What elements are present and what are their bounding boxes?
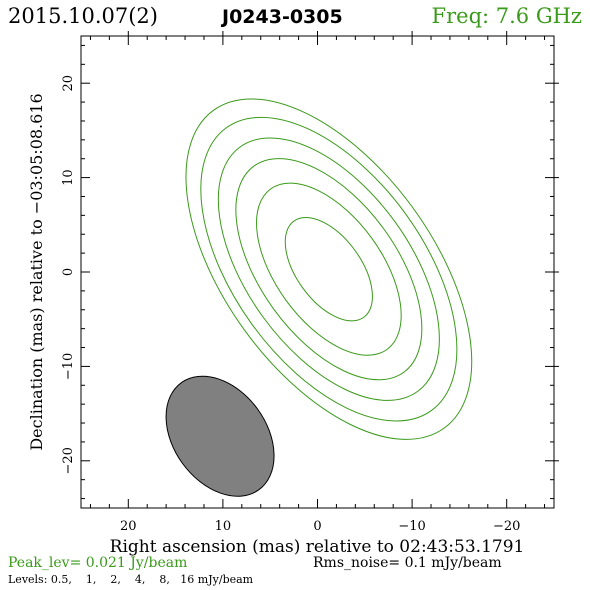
x-axis-label: Right ascension (mas) relative to 02:43:… xyxy=(110,537,525,557)
tick-label-layer: 20 10 0 −10 −20 20 10 0 −10 −20 xyxy=(61,75,520,534)
y-axis-label: Declination (mas) relative to −03:05:08.… xyxy=(27,93,46,450)
peak-level-text: Peak_lev= 0.021 Jy/beam xyxy=(8,555,187,571)
tick-layer xyxy=(81,31,559,508)
x-tick-label: −20 xyxy=(493,519,520,534)
contour-layer xyxy=(185,98,473,440)
contour-16-mjy xyxy=(284,216,373,322)
y-tick-label: −20 xyxy=(61,447,76,474)
y-tick-label: 20 xyxy=(61,75,76,92)
y-tick-label: 0 xyxy=(61,268,76,276)
contour-4-mjy xyxy=(235,158,423,381)
beam-ellipse xyxy=(165,375,275,497)
source-name: J0243-0305 xyxy=(220,6,343,28)
x-tick-label: 20 xyxy=(120,519,137,534)
frequency-label: Freq: 7.6 GHz xyxy=(432,4,582,28)
contour-levels-text: Levels: 0.5, 1, 2, 4, 8, 16 mJy/beam xyxy=(8,573,254,586)
x-tick-label: 10 xyxy=(215,519,232,534)
x-tick-label: 0 xyxy=(313,519,321,534)
x-tick-label: −10 xyxy=(398,519,425,534)
contour-1-mjy xyxy=(200,116,458,422)
y-tick-label: −10 xyxy=(61,353,76,380)
observation-date: 2015.10.07(2) xyxy=(8,4,158,28)
contour-2-mjy xyxy=(217,137,440,401)
contour-8-mjy xyxy=(256,182,402,356)
plot-frame xyxy=(80,35,555,509)
beam-layer xyxy=(165,375,275,497)
y-tick-label: 10 xyxy=(61,169,76,186)
rms-noise-text: Rms_noise= 0.1 mJy/beam xyxy=(313,555,502,571)
contour-0.5-mjy xyxy=(185,98,473,440)
